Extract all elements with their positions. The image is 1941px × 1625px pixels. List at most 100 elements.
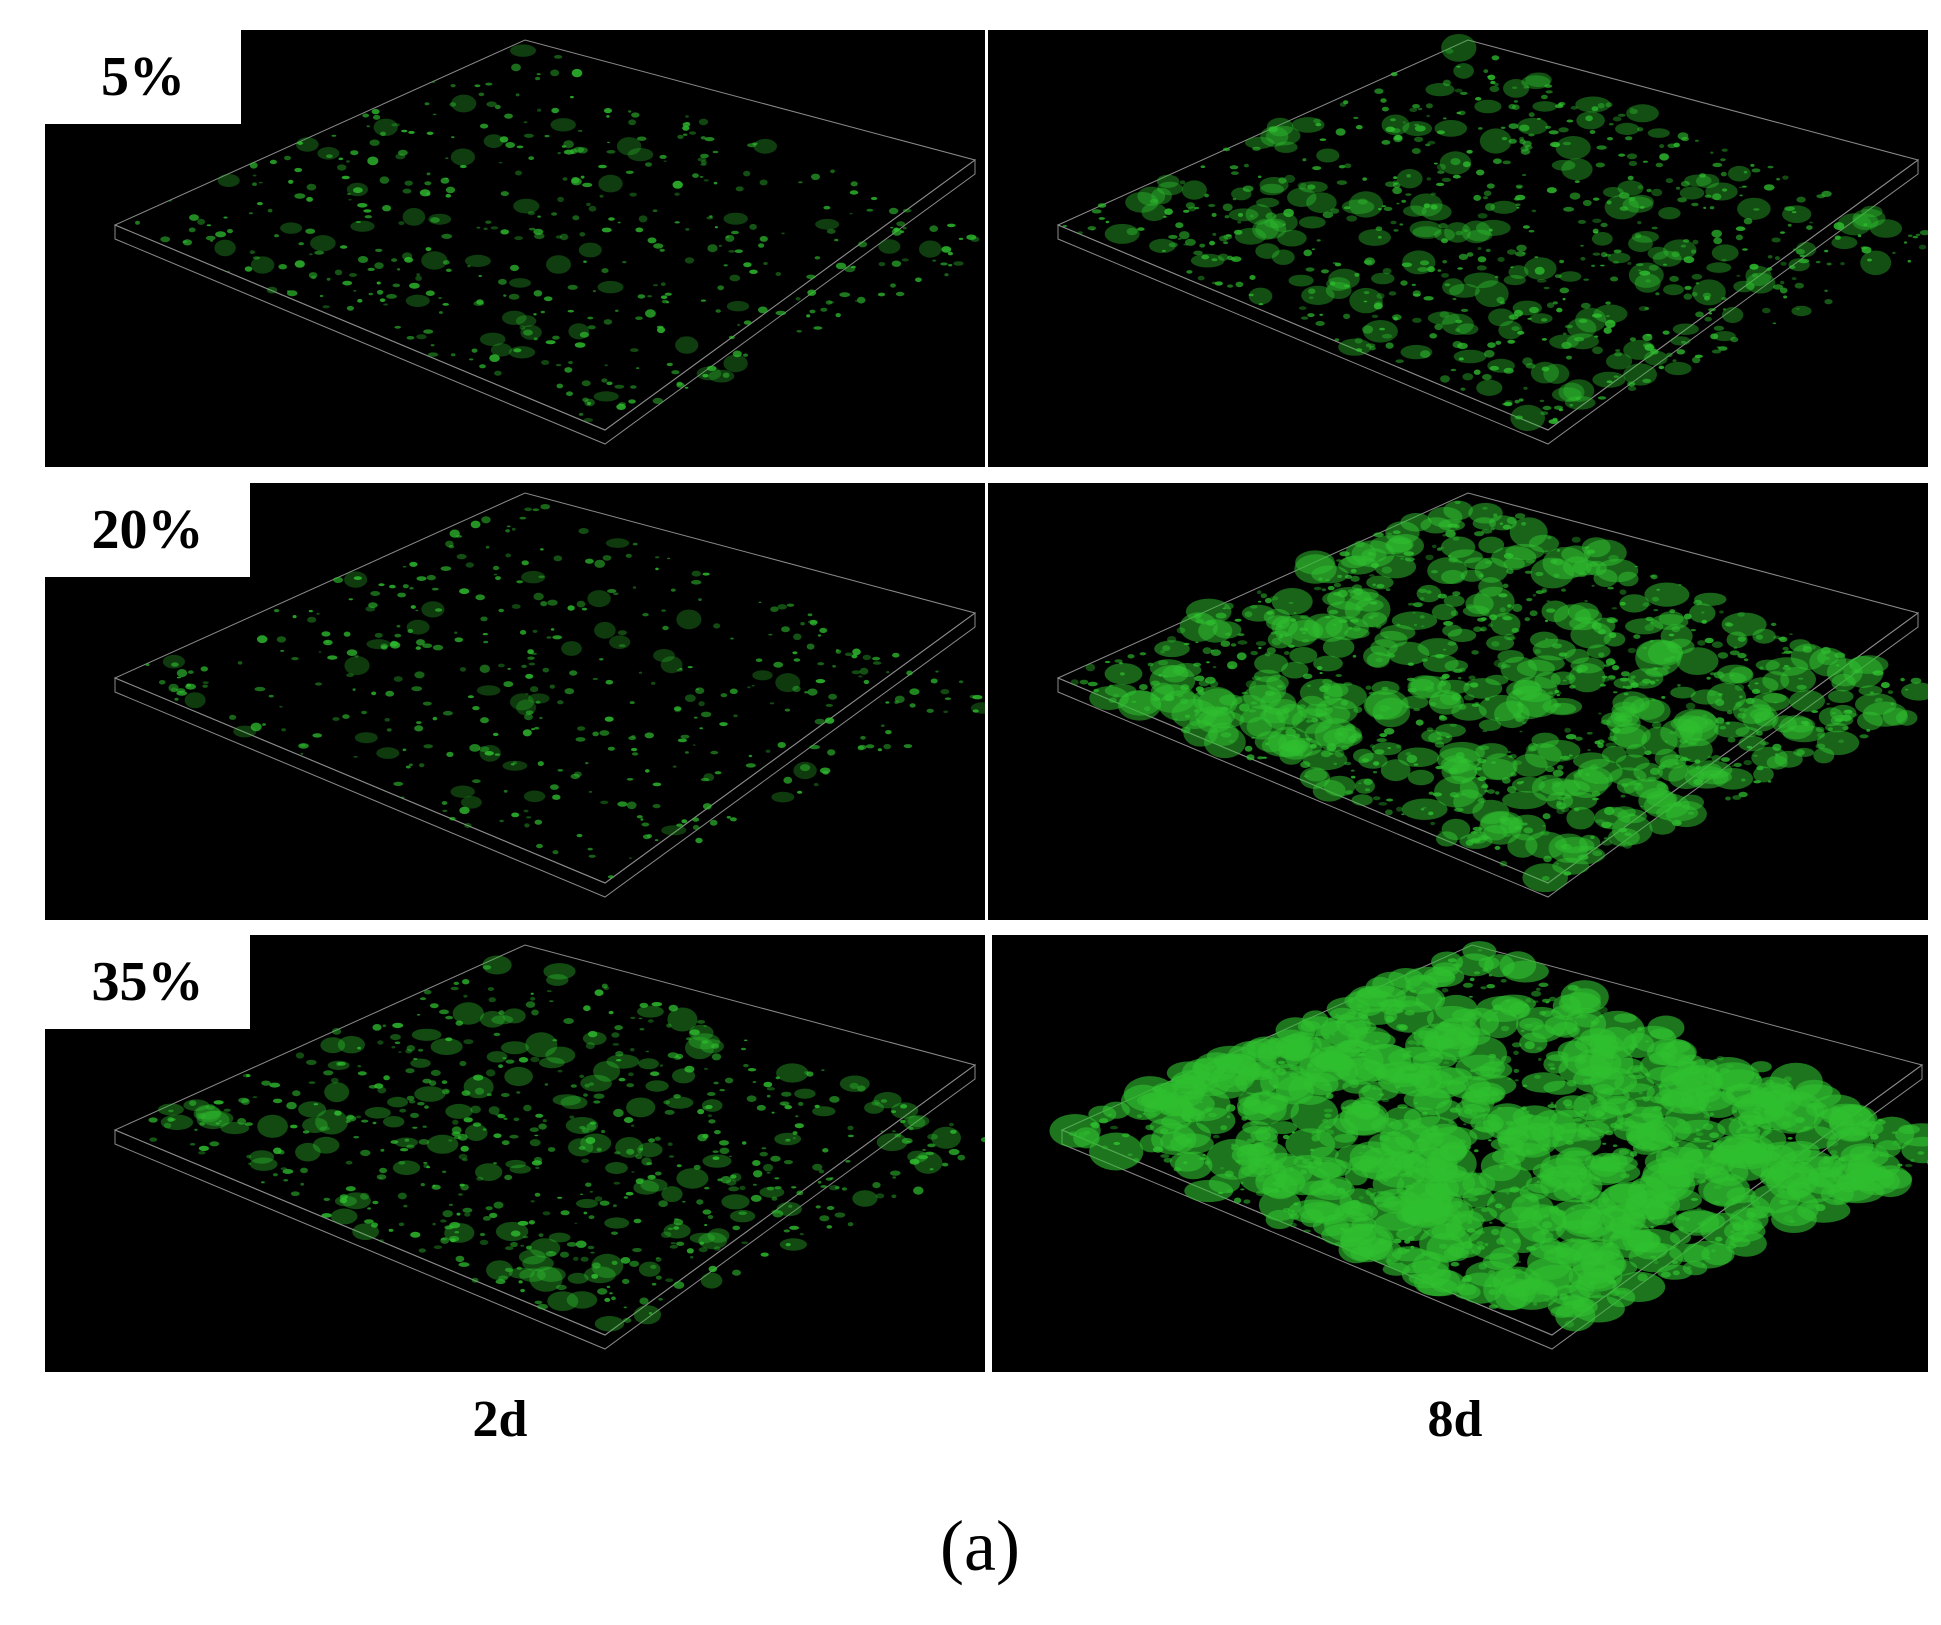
fluorescence-spot (1777, 637, 1786, 641)
fluorescence-spot (1466, 229, 1493, 242)
fluorescence-spot (1681, 136, 1689, 142)
fluorescence-spot (697, 1108, 705, 1115)
fluorescence-spot (1625, 1123, 1658, 1146)
fluorescence-spot (1483, 196, 1488, 200)
fluorescence-spot (569, 1115, 575, 1119)
fluorescence-spot (1779, 1199, 1789, 1205)
fluorescence-spot (1426, 590, 1432, 594)
fluorescence-spot (1613, 691, 1618, 694)
fluorescence-spot (1141, 203, 1167, 222)
fluorescence-spot (162, 654, 185, 669)
fluorescence-spot (544, 1083, 549, 1086)
fluorescence-spot (1206, 620, 1216, 626)
fluorescence-spot (371, 1222, 378, 1228)
fluorescence-spot (406, 1045, 415, 1052)
fluorescence-spot (859, 667, 869, 675)
fluorescence-spot (306, 196, 313, 202)
fluorescence-spot (1491, 55, 1500, 61)
fluorescence-spot (645, 1050, 649, 1053)
fluorescence-spot (1762, 1087, 1769, 1091)
fluorescence-spot (1634, 233, 1642, 239)
fluorescence-spot (1412, 104, 1420, 109)
fluorescence-spot (1194, 709, 1199, 713)
fluorescence-spot (200, 666, 208, 672)
fluorescence-spot (1739, 1125, 1746, 1130)
fluorescence-spot (1414, 136, 1424, 143)
fluorescence-spot (442, 1088, 450, 1095)
fluorescence-spot (1105, 220, 1110, 224)
fluorescence-spot (217, 174, 240, 187)
fluorescence-spot (776, 1202, 802, 1217)
fluorescence-spot (1627, 647, 1637, 654)
fluorescence-spot (1363, 320, 1398, 343)
fluorescence-spot (594, 1316, 625, 1332)
fluorescence-spot (194, 1128, 198, 1131)
fluorescence-spot (394, 1041, 401, 1045)
fluorescence-spot (759, 1151, 768, 1157)
fluorescence-spot (1228, 665, 1234, 669)
fluorescence-spot (1910, 677, 1922, 684)
fluorescence-spot (1197, 275, 1205, 281)
fluorescence-spot (1311, 1135, 1320, 1142)
fluorescence-spot (495, 576, 501, 581)
fluorescence-spot (1477, 256, 1487, 263)
fluorescence-spot (379, 298, 386, 303)
fluorescence-spot (475, 594, 486, 601)
fluorescence-spot (1792, 211, 1797, 214)
fluorescence-spot (650, 1071, 660, 1076)
fluorescence-spot (1425, 103, 1433, 109)
fluorescence-spot (760, 1252, 769, 1257)
fluorescence-spot (1262, 756, 1267, 759)
fluorescence-spot (1617, 180, 1644, 196)
fluorescence-spot (1454, 88, 1463, 93)
fluorescence-spot (215, 231, 227, 238)
fluorescence-spot (793, 633, 802, 641)
fluorescence-spot (628, 399, 636, 404)
fluorescence-spot (662, 625, 669, 631)
fluorescence-spot (1381, 106, 1389, 112)
fluorescence-spot (547, 1291, 579, 1311)
fluorescence-spot (1289, 1213, 1300, 1220)
fluorescence-spot (510, 264, 519, 272)
fluorescence-spot (1486, 635, 1515, 651)
fluorescence-spot (647, 1174, 656, 1180)
fluorescence-spot (1427, 266, 1435, 273)
fluorescence-spot (1354, 606, 1364, 612)
fluorescence-spot (1223, 241, 1229, 245)
fluorescence-spot (1796, 196, 1806, 203)
fluorescence-spot (1185, 238, 1196, 246)
fluorescence-spot (205, 1104, 216, 1110)
fluorescence-spot (460, 1184, 469, 1191)
fluorescence-spot (1480, 626, 1487, 632)
fluorescence-spot (560, 1251, 569, 1258)
fluorescence-spot (1215, 1053, 1257, 1074)
fluorescence-spot (784, 1138, 791, 1142)
fluorescence-spot (1532, 593, 1537, 597)
fluorescence-spot (402, 748, 407, 752)
fluorescence-spot (1355, 348, 1363, 352)
fluorescence-spot (549, 1000, 554, 1003)
fluorescence-spot (1649, 639, 1654, 643)
fluorescence-spot (1567, 317, 1597, 339)
fluorescence-spot (346, 1115, 357, 1122)
fluorescence-spot (523, 133, 534, 138)
fluorescence-spot (1400, 344, 1433, 360)
fluorescence-spot (419, 997, 427, 1001)
fluorescence-spot (540, 310, 545, 314)
fluorescence-spot (857, 296, 866, 304)
fluorescence-spot (1627, 386, 1637, 391)
fluorescence-spot (1500, 1025, 1510, 1032)
confocal-3d-render (1056, 492, 1928, 898)
fluorescence-spot (1488, 1053, 1497, 1059)
fluorescence-spot (1431, 544, 1437, 549)
fluorescence-spot (709, 819, 718, 826)
fluorescence-spot (1351, 794, 1373, 806)
fluorescence-spot (488, 997, 496, 1003)
fluorescence-spot (1549, 334, 1579, 349)
fluorescence-spot (158, 680, 166, 685)
fluorescence-spot (1362, 325, 1374, 334)
fluorescence-spot (628, 110, 632, 113)
fluorescence-spot (1577, 219, 1586, 224)
fluorescence-spot (393, 676, 403, 682)
fluorescence-spot (1462, 161, 1471, 168)
